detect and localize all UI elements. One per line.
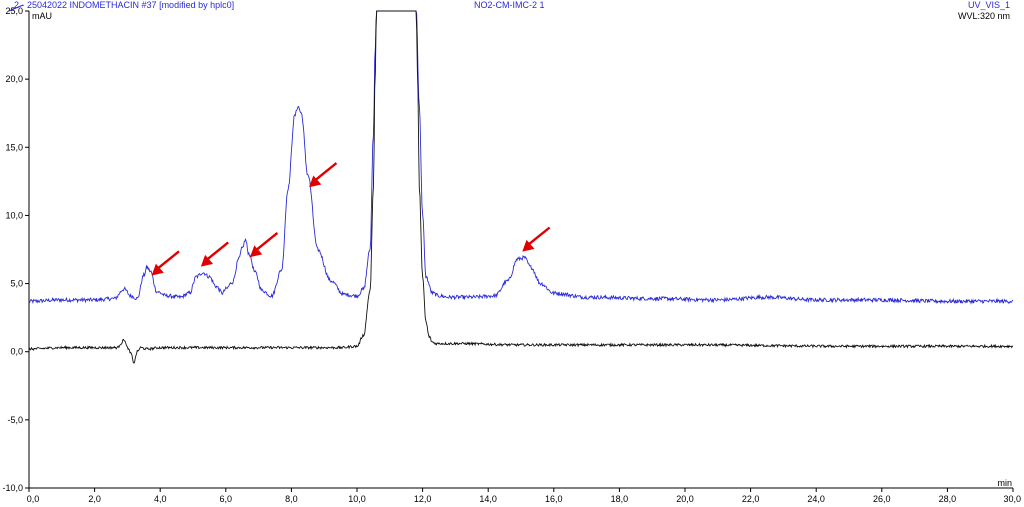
y-tick-label: 0,0 <box>10 347 23 357</box>
wavelength-label: WVL:320 nm <box>957 11 1010 21</box>
peak-arrow <box>250 232 279 258</box>
x-tick-label: 14,0 <box>479 494 497 504</box>
channel-title: NO2-CM-IMC-2 1 <box>474 0 545 10</box>
x-tick-label: 4,0 <box>154 494 167 504</box>
x-tick-label: 2,0 <box>88 494 101 504</box>
peak-arrow <box>309 162 338 188</box>
peak-arrow-head <box>522 239 535 252</box>
x-tick-label: 10,0 <box>348 494 366 504</box>
peak-arrow <box>522 226 551 252</box>
sample-title: 2 - 25042022 INDOMETHACIN #37 [modified … <box>14 0 235 10</box>
x-tick-label: 18,0 <box>611 494 629 504</box>
x-tick-label: 30,0 <box>1003 494 1021 504</box>
sample-start-marker <box>8 4 24 12</box>
y-tick-label: 5,0 <box>10 279 23 289</box>
x-axis-unit-label: min <box>997 478 1012 488</box>
sample-trace <box>28 10 1014 305</box>
peak-arrow-shaft <box>527 226 551 246</box>
x-tick-label: 28,0 <box>939 494 957 504</box>
y-tick-label: 25,0 <box>5 6 23 16</box>
x-tick-label: 12,0 <box>414 494 432 504</box>
peak-arrow <box>151 250 180 276</box>
peak-arrow-head <box>309 175 322 188</box>
peak-arrow-shaft <box>255 232 279 252</box>
peak-arrow-head <box>250 245 263 258</box>
peak-arrows <box>151 162 551 276</box>
x-tick-label: 20,0 <box>676 494 694 504</box>
y-tick-label: -10,0 <box>2 483 23 493</box>
peak-arrow-shaft <box>156 250 180 270</box>
y-tick-label: 10,0 <box>5 210 23 220</box>
peak-arrow-shaft <box>206 241 229 261</box>
peak-arrow <box>200 241 229 267</box>
detector-title: UV_VIS_1 <box>967 0 1010 10</box>
peak-arrow-head <box>151 263 164 276</box>
y-axis-unit-label: mAU <box>32 11 52 21</box>
x-tick-label: 16,0 <box>545 494 563 504</box>
blank-trace <box>28 10 1013 364</box>
x-tick-label: 6,0 <box>220 494 233 504</box>
x-tick-label: 26,0 <box>873 494 891 504</box>
chart-traces <box>28 10 1014 364</box>
chart-axes: -10,0 -5,0 0,0 5,0 10,0 15,0 20,0 25,0 0,0 2,0 4,0… <box>2 4 1021 504</box>
y-tick-label: 20,0 <box>5 74 23 84</box>
x-tick-label: 22,0 <box>742 494 760 504</box>
y-tick-label: 15,0 <box>5 142 23 152</box>
x-tick-label: 0,0 <box>27 494 40 504</box>
peak-arrow-head <box>200 254 214 267</box>
y-tick-label: -5,0 <box>7 415 23 425</box>
x-tick-label: 24,0 <box>807 494 825 504</box>
x-tick-label: 8,0 <box>285 494 298 504</box>
peak-arrow-shaft <box>314 162 338 182</box>
